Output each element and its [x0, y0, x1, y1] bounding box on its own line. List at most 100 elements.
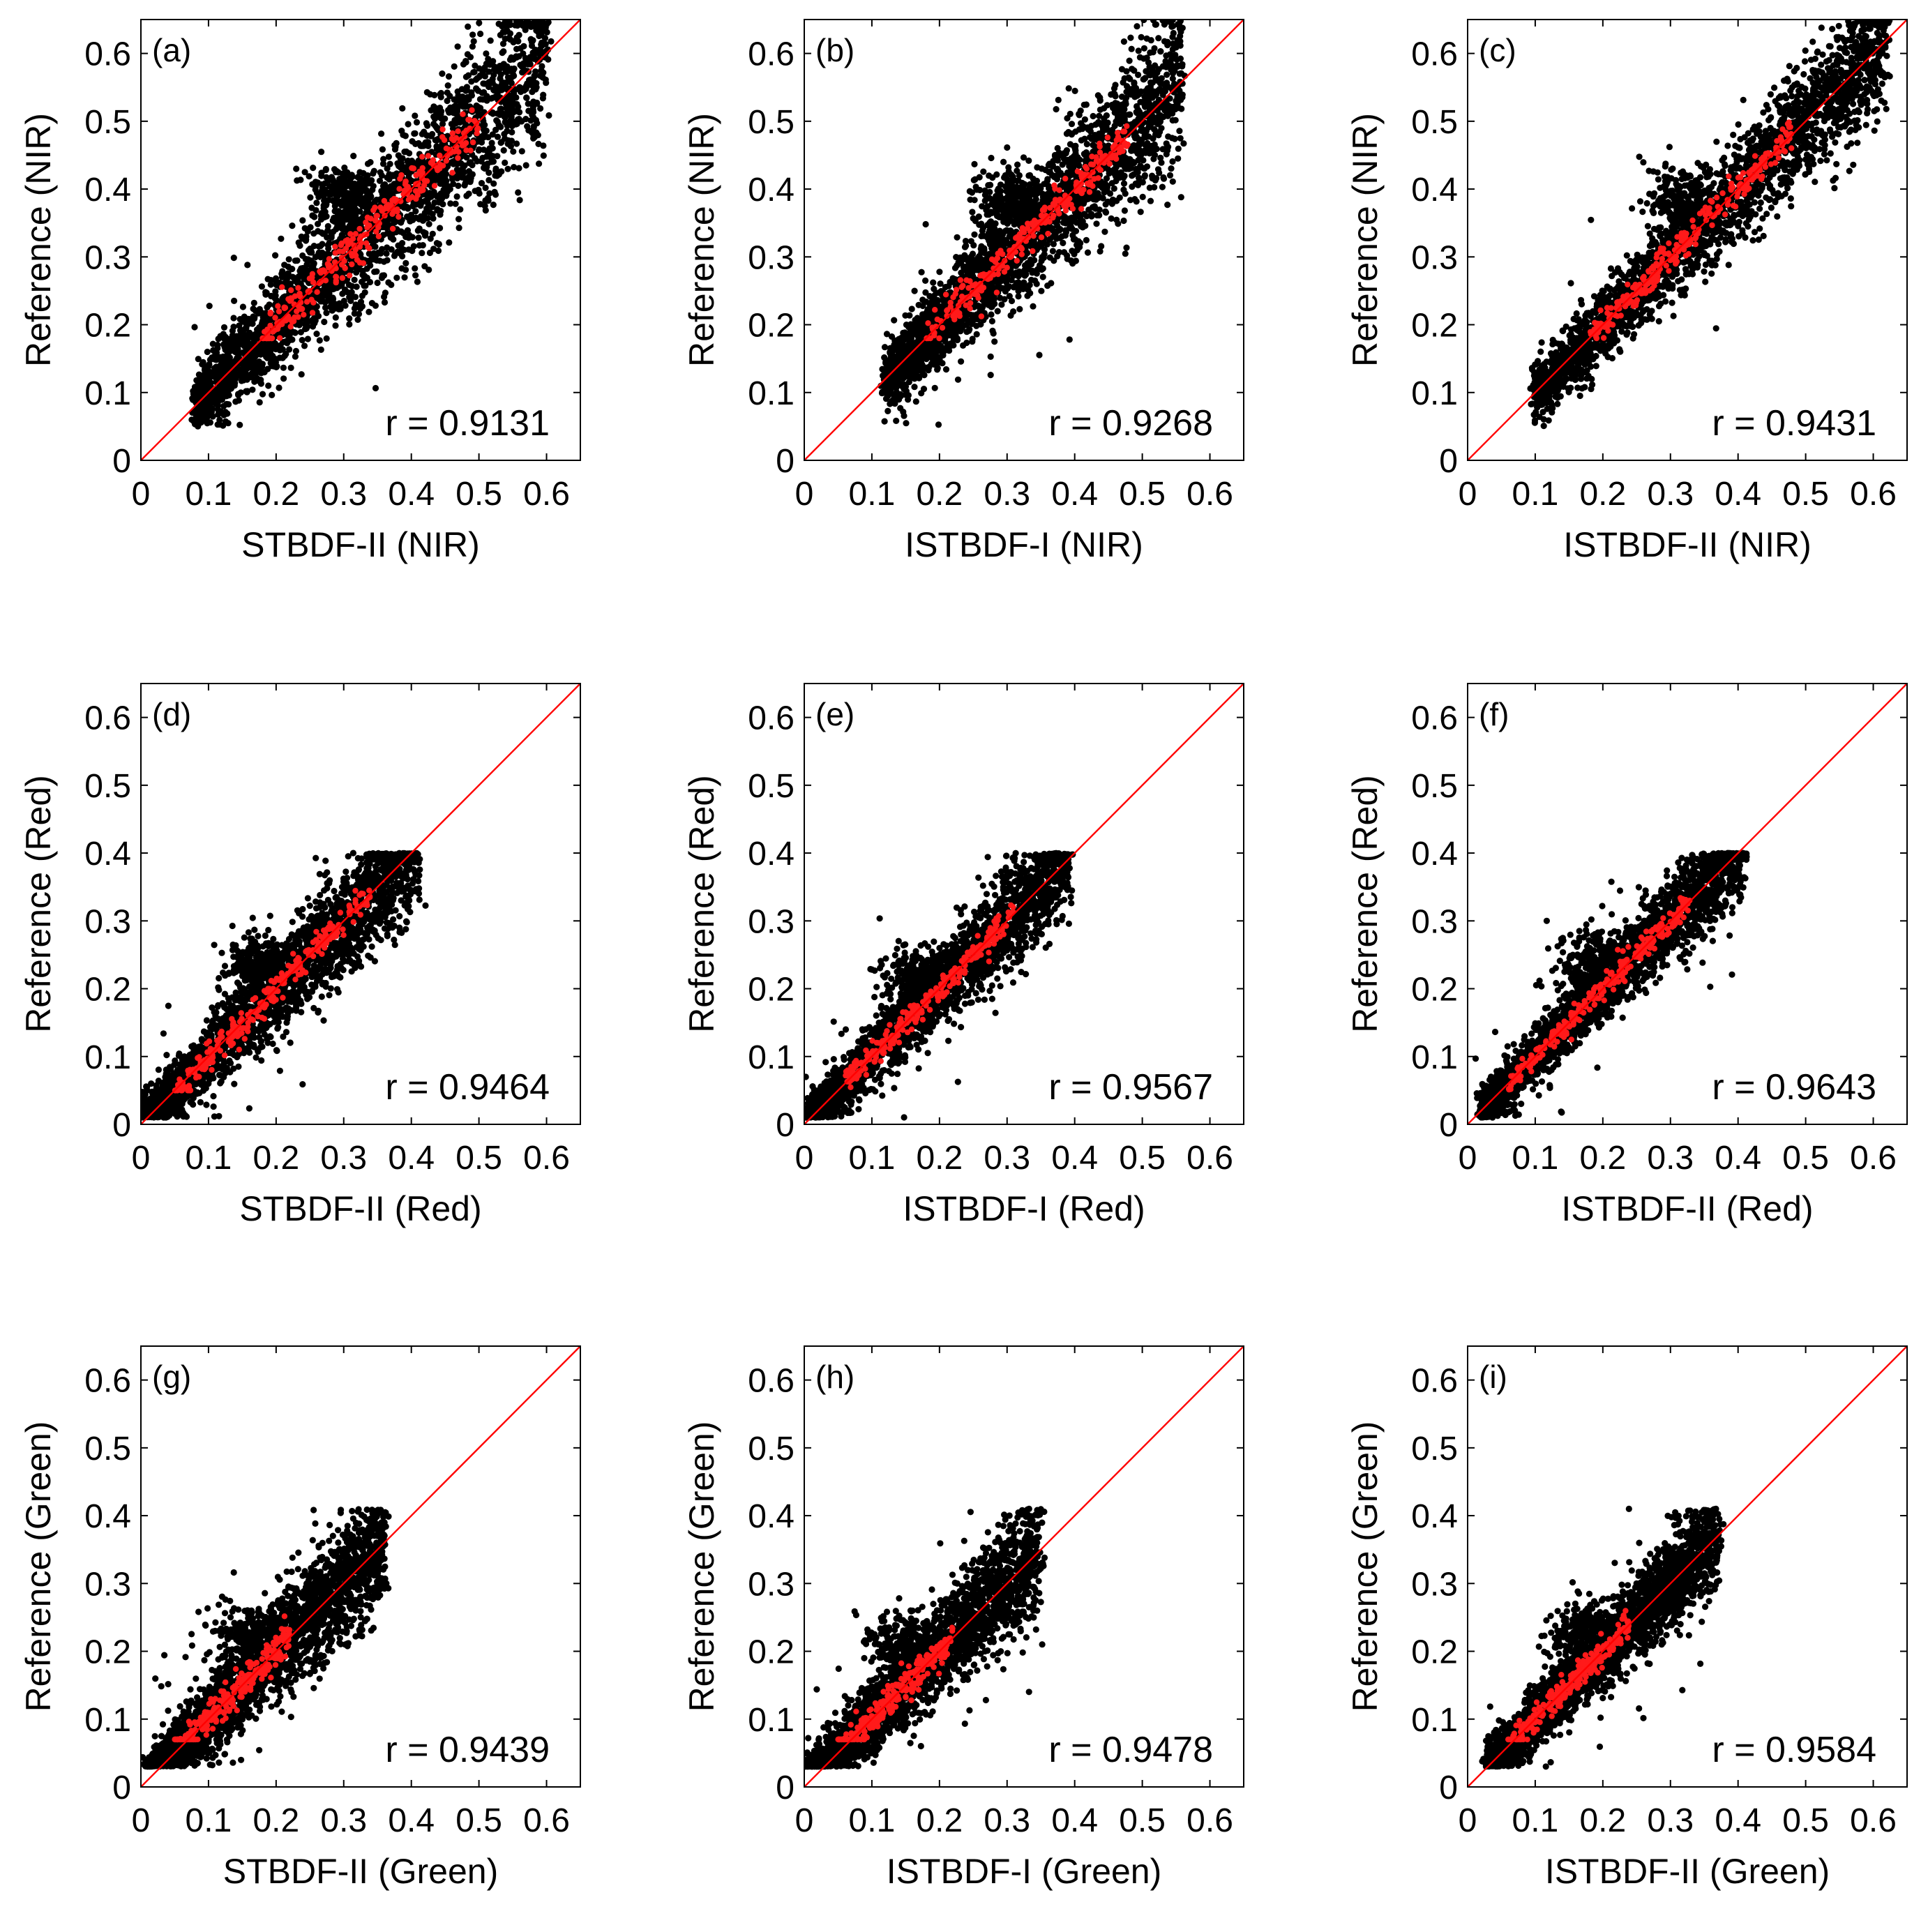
highlight-point	[366, 222, 372, 228]
data-point	[353, 269, 359, 276]
highlight-point	[275, 303, 280, 309]
data-point	[297, 176, 303, 183]
one-to-one-line	[141, 20, 580, 460]
data-point	[401, 149, 407, 155]
data-point	[364, 266, 370, 272]
data-point	[439, 121, 446, 127]
y-tick-label: 0.1	[84, 375, 131, 412]
data-point	[922, 289, 928, 296]
data-point	[1136, 174, 1142, 181]
data-point	[318, 149, 324, 155]
highlight-point	[413, 188, 419, 194]
highlight-point	[439, 126, 445, 132]
highlight-point	[385, 202, 391, 207]
data-point	[304, 324, 310, 330]
data-point	[323, 310, 329, 316]
data-point	[433, 137, 439, 144]
data-point	[509, 129, 515, 135]
data-point	[332, 305, 338, 312]
data-point	[410, 159, 416, 165]
data-point	[488, 38, 494, 44]
data-point	[509, 123, 515, 129]
data-point	[269, 340, 275, 347]
data-point	[435, 144, 441, 151]
data-point	[395, 243, 401, 249]
data-point	[370, 183, 377, 189]
data-point	[421, 229, 427, 235]
data-point	[466, 190, 472, 197]
data-point	[1083, 237, 1090, 243]
data-point	[315, 313, 322, 319]
highlight-point	[285, 296, 291, 302]
data-point	[1061, 249, 1067, 255]
data-point	[511, 164, 517, 170]
data-point	[225, 401, 232, 407]
highlight-point	[332, 244, 338, 250]
data-point	[446, 73, 452, 80]
data-point	[911, 384, 917, 390]
data-point	[412, 112, 418, 119]
data-point	[372, 303, 379, 309]
data-point	[377, 169, 384, 176]
data-point	[477, 73, 483, 79]
data-point	[499, 50, 506, 56]
data-point	[922, 278, 928, 284]
data-point	[439, 176, 445, 183]
data-point	[1036, 352, 1042, 358]
data-point	[1159, 17, 1166, 24]
data-point	[323, 166, 329, 172]
data-point	[495, 68, 502, 74]
data-point	[496, 171, 502, 177]
data-point	[443, 171, 449, 177]
data-point	[1001, 296, 1007, 302]
highlight-point	[283, 305, 288, 310]
data-point	[954, 234, 961, 241]
highlight-point	[357, 259, 363, 265]
data-point	[379, 146, 386, 153]
data-point	[219, 356, 225, 363]
data-point	[437, 211, 443, 218]
highlight-point	[304, 299, 310, 305]
data-point	[262, 343, 269, 349]
data-point	[1004, 144, 1010, 151]
data-point	[398, 165, 404, 171]
x-tick-label: 0.1	[186, 476, 232, 513]
data-point	[462, 180, 469, 186]
data-point	[473, 85, 479, 91]
highlight-point	[276, 308, 282, 314]
data-point	[398, 128, 405, 134]
data-point	[352, 294, 359, 300]
highlight-point	[396, 214, 401, 220]
highlight-point	[338, 242, 344, 248]
highlight-point	[336, 248, 342, 254]
data-point	[534, 100, 540, 106]
data-point	[462, 88, 469, 94]
data-point	[321, 202, 327, 209]
data-point	[1069, 121, 1075, 127]
data-point	[504, 64, 511, 70]
data-point	[958, 359, 964, 365]
data-point	[516, 53, 522, 59]
data-point	[1170, 117, 1176, 123]
data-point	[339, 200, 345, 206]
scatter-points	[878, 17, 1188, 428]
highlight-point	[419, 154, 425, 160]
data-point	[490, 158, 497, 165]
data-point	[537, 105, 543, 112]
data-point	[457, 206, 463, 213]
data-point	[375, 280, 381, 286]
data-point	[515, 189, 521, 195]
data-point	[223, 334, 229, 340]
data-point	[437, 114, 444, 121]
highlight-point	[420, 165, 425, 171]
data-point	[438, 108, 444, 114]
data-point	[485, 80, 492, 86]
highlight-point	[301, 312, 306, 317]
highlight-point	[310, 310, 315, 315]
data-point	[333, 315, 339, 321]
data-point	[1178, 194, 1184, 200]
y-tick-label: 0.2	[84, 308, 131, 345]
data-point	[988, 354, 994, 360]
